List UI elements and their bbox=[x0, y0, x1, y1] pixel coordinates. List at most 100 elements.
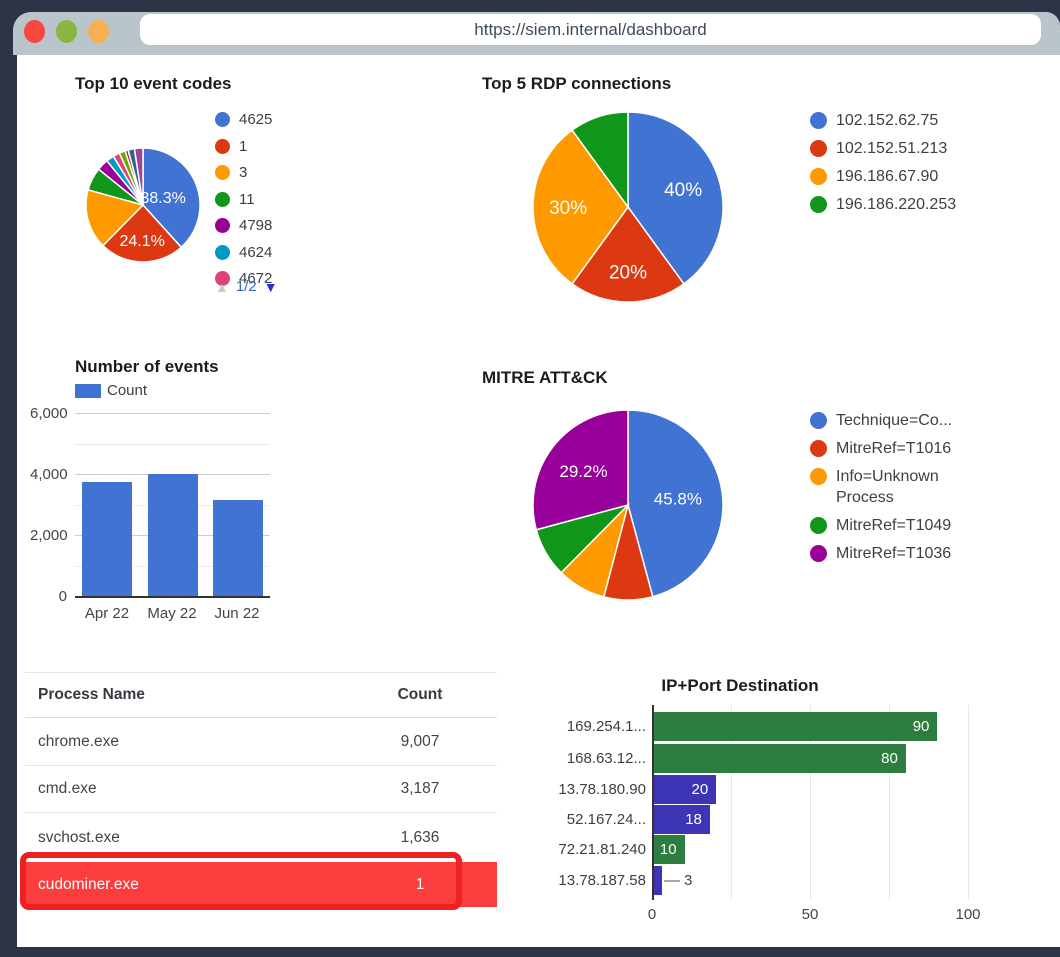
legend-dot bbox=[215, 112, 230, 127]
cell-count: 9,007 bbox=[400, 732, 440, 750]
pie-percent-label: 45.8% bbox=[654, 490, 702, 509]
url-text: https://siem.internal/dashboard bbox=[474, 20, 707, 39]
close-window-button[interactable] bbox=[24, 20, 45, 43]
pie-slice-4625[interactable] bbox=[142, 147, 201, 249]
pie-slice-MitreRef=T1036[interactable] bbox=[532, 409, 629, 531]
legend-item-label: 196.186.67.90 bbox=[836, 168, 939, 185]
pie-slice-Technique=Co...[interactable] bbox=[627, 409, 724, 598]
column-header-count: Count bbox=[397, 686, 443, 703]
bar-value-label: 20 bbox=[691, 781, 709, 798]
major-gridline bbox=[75, 413, 270, 414]
legend-item: 102.152.62.75 bbox=[810, 110, 956, 131]
y-axis-tick-label: 0 bbox=[58, 588, 67, 605]
y-axis-tick-label: 6,000 bbox=[30, 405, 68, 422]
process-count-table: Process Name Count chrome.exe 9,007 cmd.exe 3… bbox=[25, 672, 497, 907]
table-row-cudominer.exe[interactable]: cudominer.exe 1 bbox=[25, 862, 497, 907]
count-series-swatch bbox=[75, 383, 101, 398]
chart-number-of-events: Number of events Count 0 2,000 4,000 6,000 A… bbox=[30, 355, 320, 635]
pie-slice-p2-10[interactable] bbox=[133, 147, 144, 206]
pie-slice-3[interactable] bbox=[85, 188, 145, 247]
mitre-legend: Technique=Co... MitreRef=T1016 Info=Unknow… bbox=[810, 410, 970, 564]
legend-item: 102.152.51.213 bbox=[810, 138, 956, 159]
bar-13.78.180.90[interactable] bbox=[653, 775, 717, 804]
legend-next-page-button[interactable]: ▼ bbox=[263, 278, 278, 295]
legend-item: 4672 bbox=[215, 269, 272, 289]
bar-72.21.81.240[interactable] bbox=[653, 835, 685, 864]
legend-dot bbox=[810, 412, 827, 429]
legend-prev-page-button[interactable]: ▲ bbox=[215, 278, 229, 295]
minimize-window-button[interactable] bbox=[56, 20, 77, 43]
table-row-cmd.exe[interactable]: cmd.exe 3,187 bbox=[25, 766, 497, 813]
legend-page-indicator: 1/2 bbox=[235, 278, 257, 295]
chart-top5-rdp-connections: Top 5 RDP connections 40% 20% 30% 102.152.… bbox=[470, 66, 1050, 326]
bar-13.78.187.58[interactable] bbox=[653, 866, 663, 895]
pie-slice-102.152.51.213[interactable] bbox=[571, 205, 685, 303]
x-axis-category-label: Apr 22 bbox=[84, 605, 130, 622]
event-codes-legend: 4625 1 3 11 4798 4624 4672 bbox=[215, 110, 272, 289]
legend-item-label: 4672 bbox=[239, 270, 273, 287]
bar-52.167.24...[interactable] bbox=[653, 805, 710, 834]
legend-item: 196.186.67.90 bbox=[810, 166, 956, 187]
bar-May 22[interactable] bbox=[148, 474, 198, 596]
pie-slice-1[interactable] bbox=[101, 203, 183, 263]
legend-dot bbox=[810, 440, 827, 457]
bar-169.254.1...[interactable] bbox=[653, 712, 938, 741]
legend-item: MitreRef=T1049 bbox=[810, 515, 970, 536]
pie-percent-label: 38.3% bbox=[141, 190, 186, 207]
gridline bbox=[810, 705, 811, 900]
chart-title: IP+Port Destination bbox=[661, 676, 819, 695]
legend-dot bbox=[810, 517, 827, 534]
table-row-svchost.exe[interactable]: svchost.exe 1,636 bbox=[25, 813, 497, 862]
value-leader-line bbox=[664, 880, 681, 882]
pie-percent-label: 30% bbox=[549, 198, 587, 219]
bar-value-label: 10 bbox=[659, 841, 677, 858]
cell-process-name: chrome.exe bbox=[38, 732, 119, 750]
chart-title: Number of events bbox=[75, 357, 219, 376]
pie-slice-196.186.67.90[interactable] bbox=[532, 129, 629, 285]
bar-Apr 22[interactable] bbox=[82, 481, 132, 596]
legend-item: 1 bbox=[215, 137, 272, 157]
legend-pager: ▲ 1/2 ▼ bbox=[215, 278, 278, 295]
legend-item: 196.186.220.253 bbox=[810, 194, 956, 215]
y-axis-baseline bbox=[652, 705, 654, 900]
chart-title: Top 5 RDP connections bbox=[482, 74, 672, 93]
cell-count: 3,187 bbox=[400, 780, 440, 797]
x-axis-baseline bbox=[75, 596, 270, 598]
legend-dot bbox=[215, 244, 230, 260]
pie-slice-196.186.220.253[interactable] bbox=[571, 111, 629, 210]
chart-title: Top 10 event codes bbox=[75, 74, 232, 93]
legend-dot bbox=[215, 191, 230, 207]
legend-item-label: 1 bbox=[239, 137, 248, 155]
bar-168.63.12...[interactable] bbox=[653, 744, 906, 773]
legend-dot bbox=[215, 165, 230, 180]
bar-value-label: 80 bbox=[881, 750, 898, 767]
pie-percent-label: 24.1% bbox=[120, 233, 165, 250]
category-label: 168.63.12... bbox=[566, 750, 646, 767]
maximize-window-button[interactable] bbox=[88, 20, 109, 43]
rdp-pie: 40% 20% 30% bbox=[532, 111, 724, 303]
browser-titlebar: https://siem.internal/dashboard bbox=[13, 12, 1060, 55]
pie-slice-102.152.62.75[interactable] bbox=[627, 111, 724, 285]
bar-value-label: 90 bbox=[912, 718, 930, 735]
legend-item-label: 11 bbox=[239, 190, 255, 208]
legend-item: 11 bbox=[215, 190, 272, 210]
minor-gridline bbox=[75, 443, 270, 445]
category-label: 13.78.180.90 bbox=[558, 781, 646, 798]
bar-Jun 22[interactable] bbox=[213, 499, 263, 596]
cell-count: 1 bbox=[415, 875, 425, 893]
legend-item: Info=Unknown Process bbox=[810, 466, 970, 508]
x-axis-tick-label: 50 bbox=[801, 906, 819, 923]
pie-percent-label: 40% bbox=[664, 180, 702, 201]
gridline bbox=[968, 705, 969, 900]
legend-dot bbox=[810, 468, 827, 485]
address-bar[interactable]: https://siem.internal/dashboard bbox=[140, 14, 1041, 45]
event-codes-pie: 38.3% 24.1% bbox=[85, 147, 201, 263]
legend-item-label: 4624 bbox=[239, 243, 273, 261]
table-row-chrome.exe[interactable]: chrome.exe 9,007 bbox=[25, 718, 497, 766]
x-axis-tick-label: 100 bbox=[955, 906, 981, 923]
pie-percent-label: 20% bbox=[609, 262, 647, 283]
cell-process-name: cudominer.exe bbox=[38, 875, 139, 893]
x-axis-category-label: May 22 bbox=[147, 605, 197, 622]
legend-item: 4625 bbox=[215, 110, 272, 130]
legend-item: 4798 bbox=[215, 216, 272, 236]
